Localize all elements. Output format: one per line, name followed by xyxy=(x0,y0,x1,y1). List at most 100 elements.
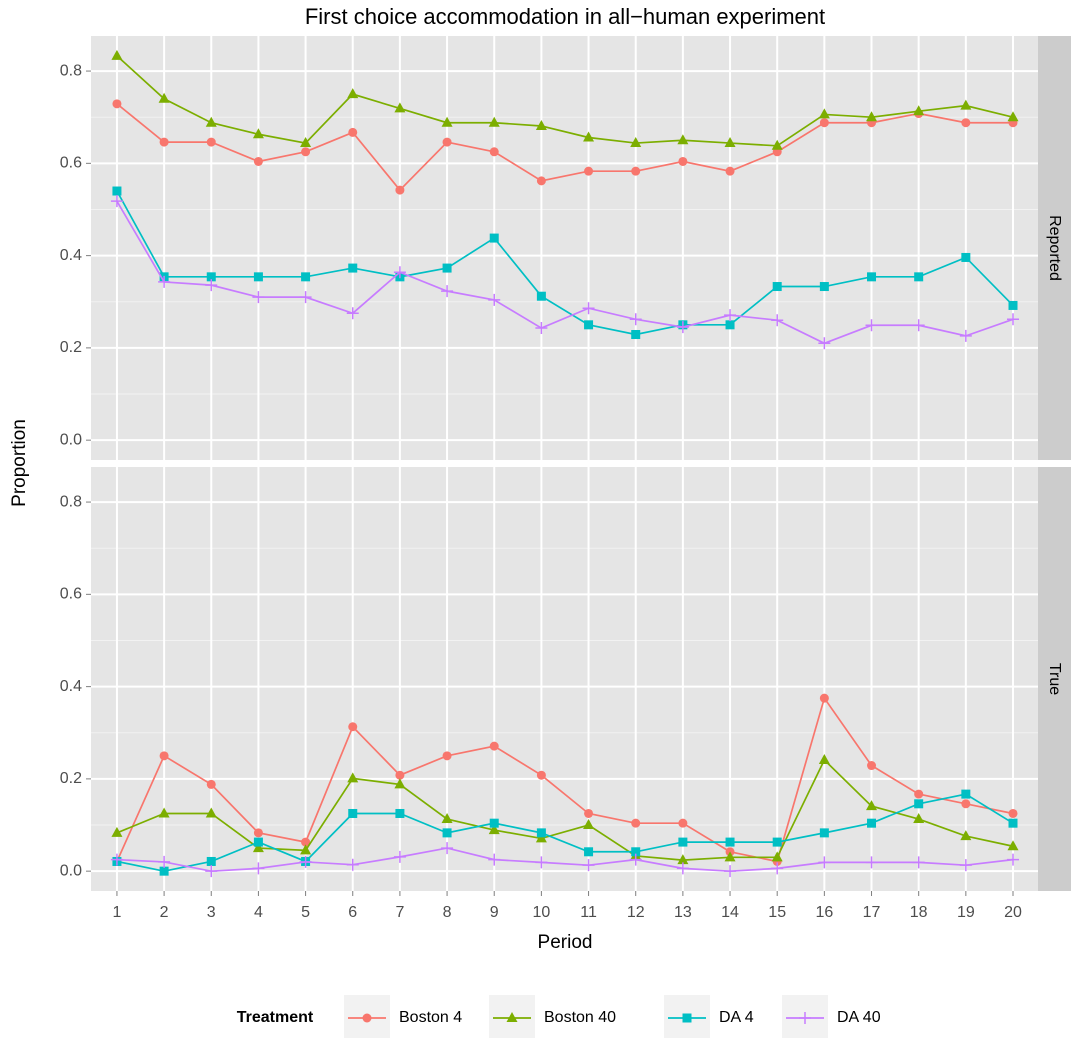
marker xyxy=(772,282,782,292)
marker xyxy=(489,818,499,828)
marker xyxy=(629,313,642,326)
marker xyxy=(252,862,265,875)
marker xyxy=(441,116,453,127)
marker xyxy=(301,147,311,157)
marker xyxy=(819,282,829,292)
marker xyxy=(158,92,170,103)
marker xyxy=(253,156,263,166)
marker xyxy=(346,858,359,871)
y-tick-label: 0.2 xyxy=(60,339,82,356)
marker xyxy=(584,847,594,857)
marker xyxy=(159,137,169,147)
marker xyxy=(676,321,689,334)
x-tick-label: 15 xyxy=(768,904,786,921)
marker xyxy=(205,807,217,818)
marker xyxy=(488,116,500,127)
marker xyxy=(536,828,546,838)
marker xyxy=(961,252,971,262)
marker xyxy=(819,118,829,128)
x-tick-label: 9 xyxy=(490,904,499,921)
marker xyxy=(631,818,641,828)
facet-label: Reported xyxy=(1046,215,1063,281)
legend-item: Boston 40 xyxy=(489,995,616,1041)
marker xyxy=(677,854,689,865)
marker xyxy=(961,789,971,799)
marker xyxy=(489,233,499,243)
marker xyxy=(347,772,359,783)
legend-marker xyxy=(506,1012,518,1022)
x-tick-label: 16 xyxy=(815,904,833,921)
marker xyxy=(253,837,263,847)
x-tick-label: 2 xyxy=(160,904,169,921)
marker xyxy=(865,319,878,332)
x-tick-label: 19 xyxy=(957,904,975,921)
marker xyxy=(205,865,218,878)
marker xyxy=(348,263,358,273)
marker xyxy=(536,770,546,780)
marker xyxy=(535,322,548,335)
marker xyxy=(866,111,878,122)
marker xyxy=(112,99,122,109)
marker xyxy=(253,828,263,838)
marker xyxy=(110,853,123,866)
marker xyxy=(961,118,971,128)
marker xyxy=(111,826,123,837)
marker xyxy=(395,185,405,195)
series-line xyxy=(116,55,1014,147)
x-tick-label: 20 xyxy=(1004,904,1022,921)
marker xyxy=(724,851,736,862)
marker xyxy=(252,291,265,304)
marker xyxy=(629,853,642,866)
y-axis-label: Proportion xyxy=(9,419,30,507)
y-tick-label: 0.6 xyxy=(60,586,82,603)
x-tick-label: 12 xyxy=(627,904,645,921)
marker xyxy=(725,837,735,847)
x-tick-label: 4 xyxy=(254,904,263,921)
marker xyxy=(488,853,501,866)
marker xyxy=(818,856,831,869)
marker xyxy=(771,314,784,327)
marker xyxy=(535,832,547,843)
marker xyxy=(582,302,595,315)
marker xyxy=(866,800,878,811)
marker xyxy=(1007,111,1019,122)
marker xyxy=(771,851,783,862)
legend-item: DA 40 xyxy=(782,995,881,1041)
marker xyxy=(631,330,641,340)
marker xyxy=(867,761,877,771)
series-line xyxy=(116,696,1014,863)
marker xyxy=(583,819,595,830)
marker xyxy=(584,166,594,176)
marker xyxy=(724,137,736,148)
legend-label: Boston 40 xyxy=(544,1009,616,1026)
marker xyxy=(300,137,312,148)
marker xyxy=(725,320,735,330)
marker xyxy=(865,856,878,869)
marker xyxy=(488,824,500,835)
marker xyxy=(205,116,217,127)
y-tick-label: 0.2 xyxy=(60,770,82,787)
marker xyxy=(393,266,406,279)
marker xyxy=(535,119,547,130)
marker xyxy=(301,272,311,282)
y-tick-label: 0.4 xyxy=(60,678,82,695)
marker xyxy=(724,309,737,322)
legend-title: Treatment xyxy=(237,1009,314,1026)
legend-label: DA 4 xyxy=(719,1009,754,1026)
marker xyxy=(914,799,924,809)
marker xyxy=(867,818,877,828)
y-tick-label: 0.8 xyxy=(60,493,82,510)
marker xyxy=(252,842,264,853)
marker xyxy=(819,828,829,838)
x-tick-label: 11 xyxy=(580,904,597,921)
legend-item: DA 4 xyxy=(664,995,754,1041)
marker xyxy=(535,856,548,869)
marker xyxy=(959,329,972,342)
x-tick-label: 8 xyxy=(443,904,452,921)
marker xyxy=(442,828,452,838)
facet-label: True xyxy=(1046,663,1063,695)
marker xyxy=(301,837,311,847)
y-tick-label: 0.4 xyxy=(60,247,82,264)
x-tick-label: 1 xyxy=(112,904,121,921)
legend-marker xyxy=(682,1013,692,1023)
